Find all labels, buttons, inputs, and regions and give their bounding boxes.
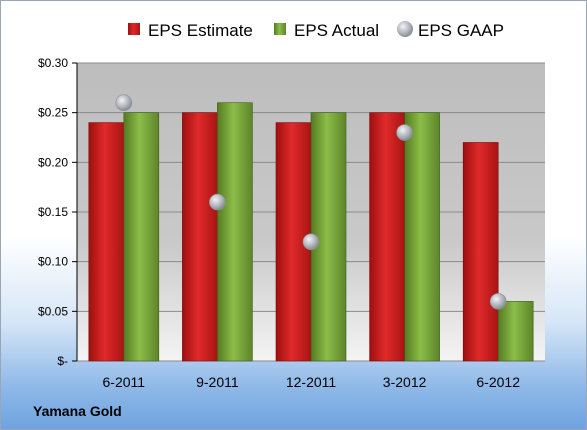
y-tick-label: $0.30 [38, 56, 68, 70]
bar-eps-estimate [88, 122, 125, 362]
x-tick-label: 6-2011 [103, 374, 146, 390]
y-tick-label: $- [57, 354, 68, 368]
legend-swatch [128, 23, 140, 35]
bar-eps-estimate [462, 142, 499, 362]
legend-label: EPS GAAP [418, 21, 504, 40]
point-eps-gaap [209, 193, 226, 211]
bar-eps-estimate [182, 112, 218, 362]
y-tick-label: $0.05 [38, 304, 68, 318]
gaap-points [115, 94, 507, 310]
x-tick-label: 12-2011 [286, 374, 337, 390]
y-tick-label: $0.10 [38, 255, 68, 269]
x-tick-label: 6-2012 [476, 374, 520, 390]
x-axis: 6-2011 9-2011 12-2011 3-2012 6-2012 [103, 374, 521, 390]
point-eps-gaap [396, 124, 413, 141]
bar-eps-actual [217, 102, 253, 362]
y-tick-label: $0.15 [38, 205, 68, 219]
legend-label: EPS Actual [294, 21, 379, 40]
point-eps-gaap [302, 233, 320, 251]
bar-eps-estimate [369, 112, 405, 362]
legend-swatch [274, 23, 286, 35]
x-tick-label: 9-2011 [196, 374, 239, 390]
legend-swatch [397, 21, 413, 37]
bar-eps-actual [123, 112, 160, 362]
x-tick-label: 3-2012 [383, 374, 427, 390]
y-axis: $- $0.05 $0.10 $0.15 $0.20 $0.25 $0.30 [38, 56, 78, 368]
bar-eps-actual [497, 301, 534, 362]
point-eps-gaap [115, 94, 133, 112]
y-tick-label: $0.20 [38, 155, 68, 169]
legend-label: EPS Estimate [148, 21, 253, 40]
bar-eps-actual [404, 112, 440, 362]
company-label: Yamana Gold [33, 403, 122, 419]
legend: EPS Estimate EPS Actual EPS GAAP [128, 21, 504, 40]
y-tick-label: $0.25 [38, 106, 68, 120]
point-eps-gaap [489, 293, 507, 310]
